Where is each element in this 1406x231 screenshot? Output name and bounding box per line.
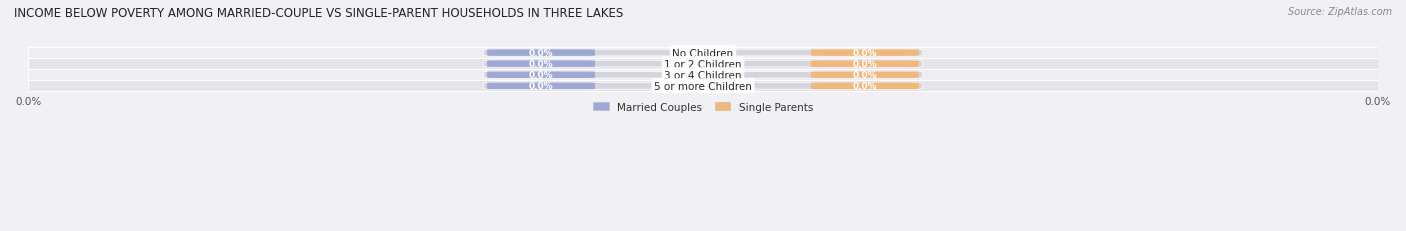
Text: INCOME BELOW POVERTY AMONG MARRIED-COUPLE VS SINGLE-PARENT HOUSEHOLDS IN THREE L: INCOME BELOW POVERTY AMONG MARRIED-COUPL… <box>14 7 623 20</box>
Text: 0.0%: 0.0% <box>529 71 554 80</box>
Bar <box>28 81 1378 92</box>
FancyBboxPatch shape <box>484 61 922 68</box>
Bar <box>28 70 1378 81</box>
FancyBboxPatch shape <box>486 50 595 57</box>
Bar <box>28 59 1378 70</box>
FancyBboxPatch shape <box>484 72 922 79</box>
FancyBboxPatch shape <box>486 72 595 79</box>
Bar <box>28 48 1378 59</box>
FancyBboxPatch shape <box>811 50 920 57</box>
FancyBboxPatch shape <box>484 83 922 90</box>
Text: 0.0%: 0.0% <box>852 49 877 58</box>
FancyBboxPatch shape <box>486 83 595 90</box>
Text: 0.0%: 0.0% <box>852 82 877 91</box>
Text: 1 or 2 Children: 1 or 2 Children <box>664 59 742 69</box>
FancyBboxPatch shape <box>484 50 922 57</box>
Text: 3 or 4 Children: 3 or 4 Children <box>664 70 742 80</box>
FancyBboxPatch shape <box>811 72 920 79</box>
FancyBboxPatch shape <box>486 61 595 68</box>
Text: 0.0%: 0.0% <box>529 60 554 69</box>
Text: 0.0%: 0.0% <box>852 60 877 69</box>
Text: 0.0%: 0.0% <box>529 49 554 58</box>
Text: Source: ZipAtlas.com: Source: ZipAtlas.com <box>1288 7 1392 17</box>
Text: 5 or more Children: 5 or more Children <box>654 82 752 91</box>
FancyBboxPatch shape <box>811 61 920 68</box>
Legend: Married Couples, Single Parents: Married Couples, Single Parents <box>591 99 815 115</box>
Text: 0.0%: 0.0% <box>852 71 877 80</box>
Text: 0.0%: 0.0% <box>529 82 554 91</box>
Text: No Children: No Children <box>672 48 734 58</box>
FancyBboxPatch shape <box>811 83 920 90</box>
